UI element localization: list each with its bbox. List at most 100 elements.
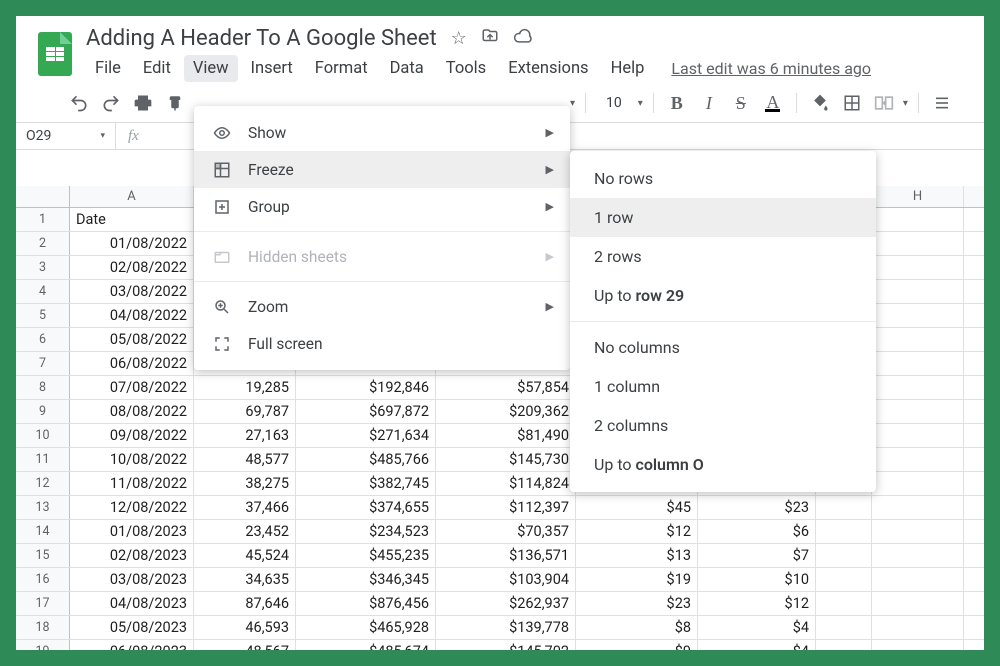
cell[interactable]: $145,730 — [436, 448, 576, 471]
cell[interactable]: Date — [70, 208, 194, 231]
cell[interactable]: $876,456 — [296, 592, 436, 615]
cell[interactable]: $192,846 — [296, 376, 436, 399]
cell[interactable]: 05/08/2023 — [70, 616, 194, 639]
cell[interactable]: $12 — [576, 520, 698, 543]
fill-color-icon[interactable] — [807, 90, 833, 116]
menu-extensions[interactable]: Extensions — [499, 55, 597, 82]
cell[interactable]: $81,490 — [436, 424, 576, 447]
cell[interactable]: $234,523 — [296, 520, 436, 543]
menu-tools[interactable]: Tools — [437, 55, 495, 82]
star-icon[interactable]: ☆ — [451, 28, 467, 49]
bold-icon[interactable]: B — [664, 90, 690, 116]
menu-data[interactable]: Data — [381, 55, 433, 82]
freeze-1-row[interactable]: 1 row — [570, 198, 876, 237]
cell[interactable]: 11/08/2022 — [70, 472, 194, 495]
column-header-A[interactable]: A — [70, 186, 194, 207]
cell[interactable]: 87,646 — [194, 592, 296, 615]
freeze-2-rows[interactable]: 2 rows — [570, 237, 876, 276]
cell[interactable]: $4 — [698, 640, 816, 650]
cell[interactable]: $485,766 — [296, 448, 436, 471]
cell[interactable]: $697,872 — [296, 400, 436, 423]
cell[interactable] — [872, 400, 964, 423]
name-box[interactable]: O29 ▾ — [16, 123, 116, 149]
cell[interactable]: 46,593 — [194, 616, 296, 639]
menu-file[interactable]: File — [86, 55, 130, 82]
row-header[interactable]: 18 — [16, 616, 70, 639]
row-header[interactable]: 5 — [16, 304, 70, 327]
cell[interactable] — [872, 592, 964, 615]
cell[interactable] — [816, 616, 872, 639]
cell[interactable]: 12/08/2022 — [70, 496, 194, 519]
row-header[interactable]: 19 — [16, 640, 70, 650]
cell[interactable] — [872, 616, 964, 639]
cell[interactable]: 27,163 — [194, 424, 296, 447]
cell[interactable] — [872, 280, 964, 303]
paint-format-icon[interactable] — [162, 90, 188, 116]
cell[interactable]: 48,567 — [194, 640, 296, 650]
cell[interactable]: $136,571 — [436, 544, 576, 567]
row-header[interactable]: 12 — [16, 472, 70, 495]
cell[interactable]: $485,674 — [296, 640, 436, 650]
cell[interactable]: 03/08/2023 — [70, 568, 194, 591]
menu-format[interactable]: Format — [306, 55, 377, 82]
cell[interactable]: 69,787 — [194, 400, 296, 423]
merge-dropdown-icon[interactable]: ▾ — [903, 98, 908, 109]
print-icon[interactable] — [130, 90, 156, 116]
cell[interactable]: $6 — [698, 520, 816, 543]
row-header[interactable]: 15 — [16, 544, 70, 567]
row-header[interactable]: 13 — [16, 496, 70, 519]
row-header[interactable]: 6 — [16, 328, 70, 351]
view-menu-zoom[interactable]: Zoom▶ — [194, 288, 570, 325]
row-header[interactable]: 9 — [16, 400, 70, 423]
cell[interactable] — [816, 520, 872, 543]
row-header[interactable]: 8 — [16, 376, 70, 399]
borders-icon[interactable] — [839, 90, 865, 116]
cell[interactable] — [872, 376, 964, 399]
cell[interactable]: 04/08/2023 — [70, 592, 194, 615]
document-title[interactable]: Adding A Header To A Google Sheet — [86, 26, 437, 51]
cell[interactable]: $23 — [576, 592, 698, 615]
table-row[interactable]: 1502/08/202345,524$455,235$136,571$13$7 — [16, 544, 984, 568]
cell[interactable] — [872, 448, 964, 471]
cell[interactable]: $4 — [698, 616, 816, 639]
cell[interactable] — [872, 496, 964, 519]
cell[interactable] — [872, 304, 964, 327]
font-size-value[interactable]: 10 — [596, 95, 632, 111]
cell[interactable]: 01/08/2022 — [70, 232, 194, 255]
cell[interactable]: 09/08/2022 — [70, 424, 194, 447]
table-row[interactable]: 1312/08/202237,466$374,655$112,397$45$23 — [16, 496, 984, 520]
cell[interactable]: $23 — [698, 496, 816, 519]
sheets-logo[interactable] — [38, 32, 72, 76]
row-header[interactable]: 14 — [16, 520, 70, 543]
cell[interactable]: $374,655 — [296, 496, 436, 519]
cell[interactable]: 02/08/2022 — [70, 256, 194, 279]
freeze-1-column[interactable]: 1 column — [570, 367, 876, 406]
cell[interactable] — [816, 544, 872, 567]
freeze-no-rows[interactable]: No rows — [570, 159, 876, 198]
table-row[interactable]: 1805/08/202346,593$465,928$139,778$8$4 — [16, 616, 984, 640]
cell[interactable]: 04/08/2022 — [70, 304, 194, 327]
cell[interactable] — [816, 496, 872, 519]
merge-cells-icon[interactable] — [871, 90, 897, 116]
undo-icon[interactable] — [66, 90, 92, 116]
cell[interactable]: $382,745 — [296, 472, 436, 495]
row-header[interactable]: 3 — [16, 256, 70, 279]
freeze-2-columns[interactable]: 2 columns — [570, 406, 876, 445]
row-header[interactable]: 10 — [16, 424, 70, 447]
cell[interactable]: $70,357 — [436, 520, 576, 543]
cell[interactable]: $209,362 — [436, 400, 576, 423]
cell[interactable] — [872, 568, 964, 591]
last-edit-link[interactable]: Last edit was 6 minutes ago — [671, 59, 871, 78]
italic-icon[interactable]: I — [696, 90, 722, 116]
cell[interactable]: $455,235 — [296, 544, 436, 567]
cell[interactable]: $10 — [698, 568, 816, 591]
cell[interactable]: $45 — [576, 496, 698, 519]
row-header[interactable]: 16 — [16, 568, 70, 591]
row-header[interactable]: 4 — [16, 280, 70, 303]
cell[interactable] — [872, 472, 964, 495]
cell[interactable]: $262,937 — [436, 592, 576, 615]
menu-insert[interactable]: Insert — [242, 55, 302, 82]
menu-edit[interactable]: Edit — [134, 55, 180, 82]
column-header-H[interactable]: H — [872, 186, 964, 207]
cell[interactable]: 08/08/2022 — [70, 400, 194, 423]
